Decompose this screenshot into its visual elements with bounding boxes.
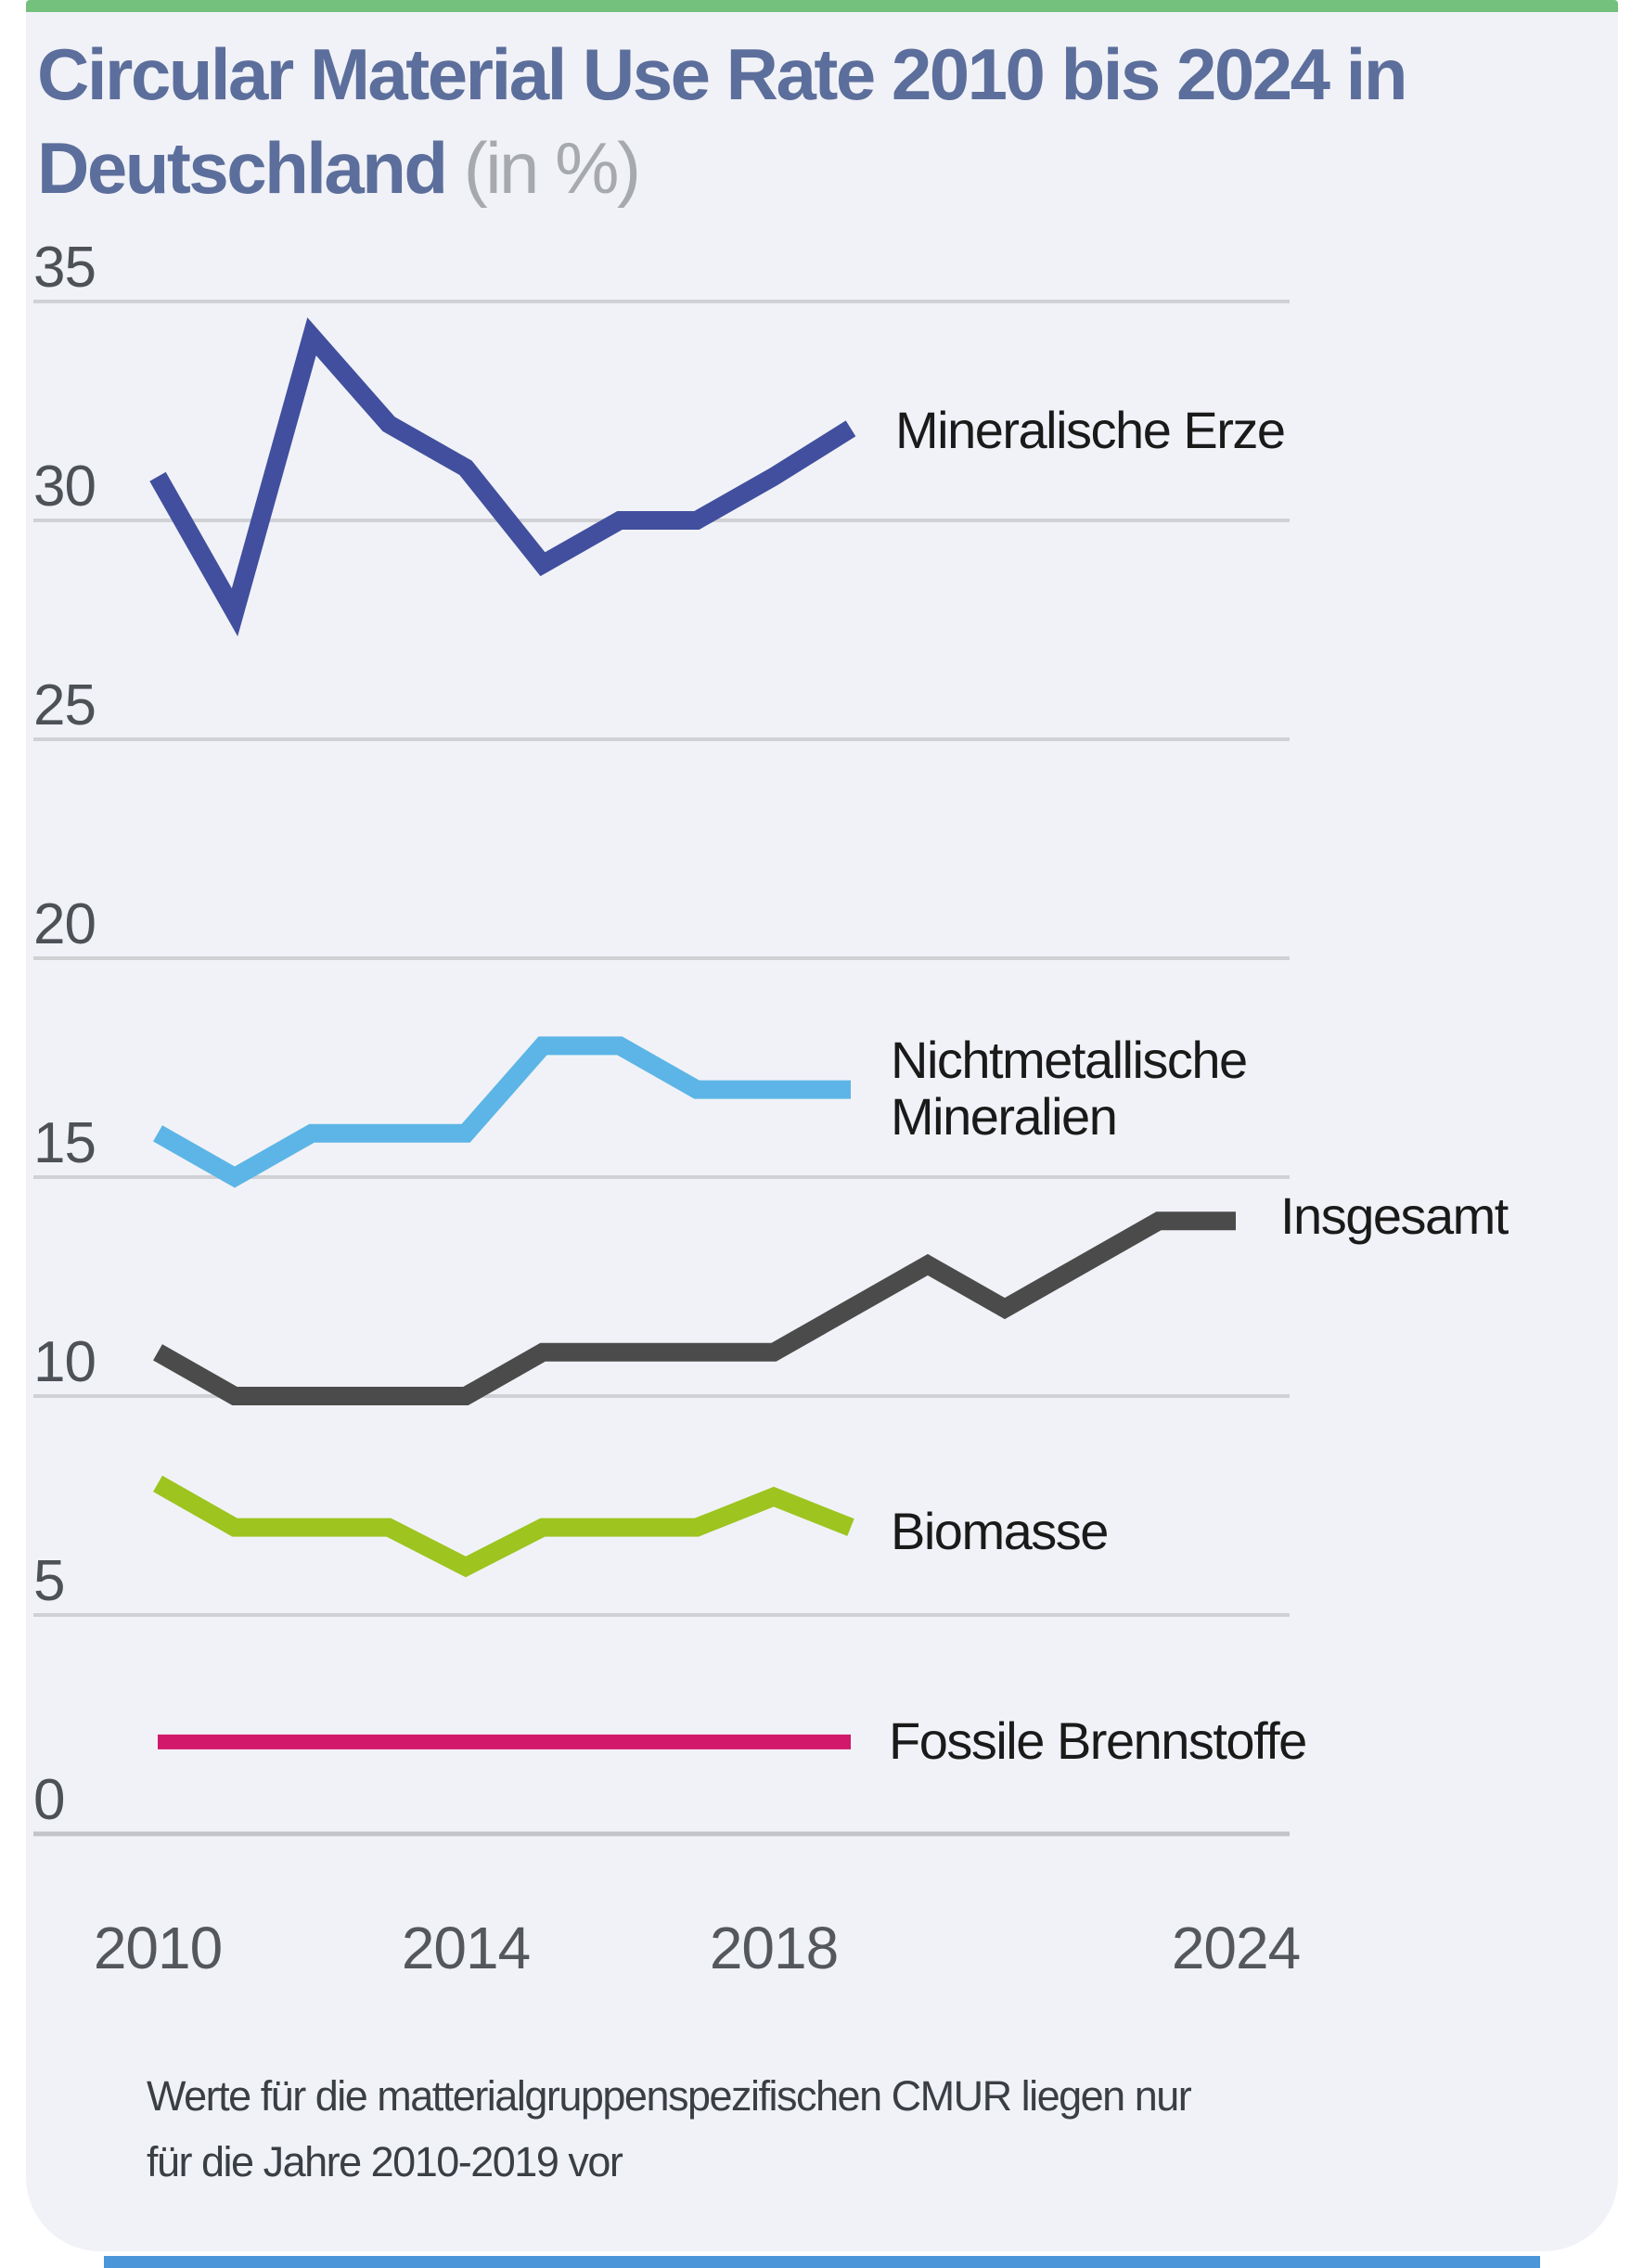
chart-title-line1: Circular Material Use Rate 2010 bis 2024… bbox=[37, 33, 1407, 115]
series-line-mineralische-erze bbox=[149, 317, 856, 636]
legend-mineralische-erze: Mineralische Erze bbox=[895, 401, 1286, 459]
y-axis-label-20: 20 bbox=[33, 892, 96, 956]
x-axis-label-2024: 2024 bbox=[1172, 1915, 1300, 1981]
chart-footnote: Werte für die matterialgruppenspezifisch… bbox=[147, 2063, 1260, 2195]
y-axis-label-30: 30 bbox=[33, 455, 96, 519]
series-line-insgesamt bbox=[153, 1211, 1236, 1405]
series-line-nichtmetallische-mineralien bbox=[153, 1036, 851, 1188]
legend-fossile-brennstoffe: Fossile Brennstoffe bbox=[889, 1711, 1307, 1770]
footnote-line2: für die Jahre 2010-2019 vor bbox=[147, 2138, 623, 2185]
y-axis-label-0: 0 bbox=[33, 1768, 64, 1832]
series-line-biomasse bbox=[153, 1475, 854, 1578]
y-axis-label-10: 10 bbox=[33, 1330, 96, 1394]
legend-biomasse: Biomasse bbox=[891, 1502, 1109, 1560]
x-axis-label-2010: 2010 bbox=[94, 1915, 222, 1981]
y-axis-label-15: 15 bbox=[33, 1111, 96, 1175]
legend-insgesamt: Insgesamt bbox=[1280, 1186, 1509, 1245]
y-axis-label-25: 25 bbox=[33, 673, 96, 737]
footnote-line1: Werte für die matterialgruppenspezifisch… bbox=[147, 2072, 1192, 2120]
x-axis-label-2018: 2018 bbox=[710, 1915, 838, 1981]
chart-title: Circular Material Use Rate 2010 bis 2024… bbox=[37, 28, 1605, 215]
y-axis-label-35: 35 bbox=[33, 236, 96, 300]
y-axis-label-5: 5 bbox=[33, 1549, 64, 1613]
chart-title-unit: (in %) bbox=[463, 127, 641, 209]
x-axis-label-2014: 2014 bbox=[402, 1915, 530, 1981]
bottom-accent-bar bbox=[104, 2256, 1540, 2268]
chart-title-line2: Deutschland bbox=[37, 127, 448, 209]
top-accent-bar bbox=[26, 0, 1618, 12]
legend-nichtmetallische-mineralien: Nichtmetallische Mineralien bbox=[891, 1031, 1248, 1146]
